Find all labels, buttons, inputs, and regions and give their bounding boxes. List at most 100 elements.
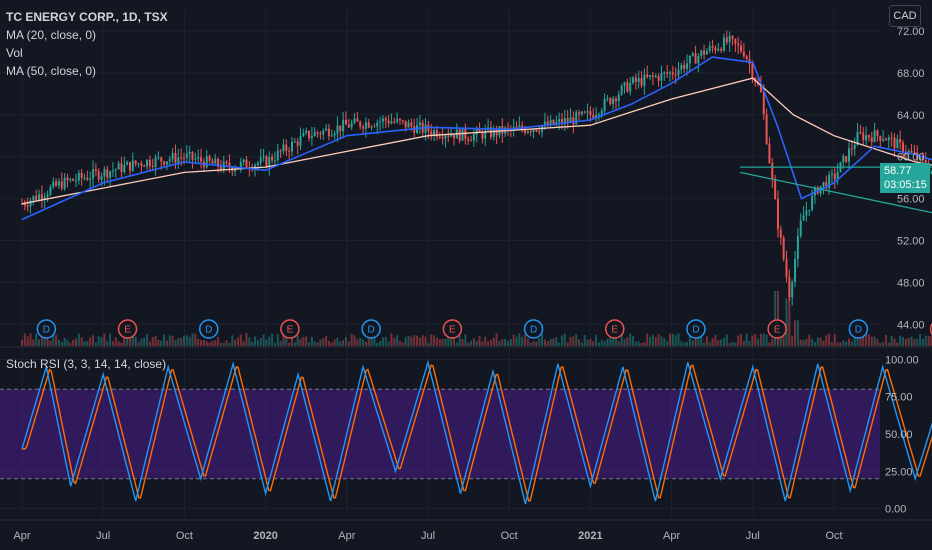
volume-bar <box>924 335 927 346</box>
volume-bar <box>148 341 151 346</box>
volume-bar <box>305 336 308 346</box>
volume-bar <box>262 334 265 346</box>
volume-bar <box>745 333 748 346</box>
candle-body <box>865 135 868 141</box>
volume-bar <box>38 339 41 346</box>
candle-body <box>913 152 916 154</box>
volume-bar <box>114 337 117 346</box>
volume-bar <box>421 335 424 346</box>
volume-bar <box>205 341 208 346</box>
candle-body <box>49 186 52 195</box>
candle-body <box>495 128 498 136</box>
candle-body <box>737 43 740 46</box>
candle-body <box>606 98 609 100</box>
time-tick-label: Jul <box>421 530 435 542</box>
candle-body <box>413 126 416 133</box>
candle-body <box>552 119 555 125</box>
volume-bar <box>438 339 441 346</box>
volume-bar <box>896 342 899 346</box>
candle-body <box>535 129 538 132</box>
candle-body <box>279 150 282 152</box>
candle-body <box>643 74 646 86</box>
volume-bar <box>583 334 586 346</box>
volume-bar <box>333 339 336 346</box>
volume-bar <box>359 337 362 346</box>
volume-bar <box>907 337 910 346</box>
volume-bar <box>447 336 450 346</box>
volume-bar <box>501 339 504 346</box>
volume-bar <box>555 337 558 346</box>
volume-bar <box>63 337 66 346</box>
volume-bar <box>845 341 848 346</box>
x-axis: Apr Jul Oct 2020 Apr Jul Oct 2021 Apr Jul Oct <box>13 530 842 542</box>
volume-bar <box>612 335 615 346</box>
volume-bar <box>126 336 129 346</box>
event-marker-label: E <box>449 325 456 336</box>
volume-bar <box>683 342 686 346</box>
candle-body <box>77 172 80 181</box>
candle-body <box>870 137 873 142</box>
volume-bar <box>77 333 80 346</box>
candle-body <box>614 98 617 102</box>
volume-bar <box>276 333 279 346</box>
candle-body <box>316 132 319 134</box>
candle-body <box>876 130 879 137</box>
candle-body <box>654 76 657 78</box>
candle-body <box>782 237 785 260</box>
indicator-vol[interactable]: Vol <box>6 46 23 60</box>
indicator-ma20[interactable]: MA (20, close, 0) <box>6 28 97 42</box>
volume-bar <box>791 335 794 346</box>
candle-body <box>325 128 328 131</box>
candle-body <box>720 48 723 51</box>
volume-bar <box>26 336 29 346</box>
candle-body <box>640 78 643 86</box>
volume-bar <box>828 333 831 346</box>
candle-body <box>566 118 569 122</box>
candle-body <box>123 164 126 173</box>
candle-body <box>308 130 311 139</box>
event-marker-label: D <box>368 325 375 336</box>
currency-button[interactable]: CAD <box>889 5 921 27</box>
volume-bar <box>350 333 353 346</box>
price-tick-label: 68.00 <box>897 68 925 80</box>
candle-body <box>572 117 575 125</box>
volume-bar <box>319 339 322 346</box>
volume-bar <box>506 340 509 346</box>
volume-bar <box>316 342 319 346</box>
volume-bar <box>160 340 163 346</box>
volume-bar <box>29 333 32 346</box>
candle-body <box>612 98 615 105</box>
volume-bar <box>100 337 103 346</box>
volume-bar <box>60 341 63 346</box>
candle-body <box>154 157 157 167</box>
stoch-rsi-title[interactable]: Stoch RSI (3, 3, 14, 14, close) <box>6 357 167 371</box>
volume-bar <box>731 342 734 346</box>
volume-bar <box>165 340 168 346</box>
chart-title[interactable]: TC ENERGY CORP., 1D, TSX <box>6 10 168 24</box>
volume-bar <box>123 333 126 346</box>
y-axis: 72.00 68.00 64.00 60.00 56.00 52.00 48.00 44.00… <box>885 26 925 516</box>
last-price-label[interactable]: 58.77 03:05:15 <box>880 163 930 193</box>
volume-bar <box>299 338 302 346</box>
volume-bar <box>322 338 325 346</box>
volume-bar <box>722 337 725 346</box>
volume-bar <box>788 298 791 346</box>
volume-bar <box>691 340 694 346</box>
time-tick-label: Oct <box>501 530 518 542</box>
candle-body <box>418 122 421 126</box>
indicator-ma50[interactable]: MA (50, close, 0) <box>6 64 97 78</box>
candle-body <box>296 141 299 146</box>
candle-body <box>140 163 143 166</box>
volume-bar <box>407 335 410 346</box>
volume-bar <box>538 338 541 346</box>
last-price-value: 58.77 <box>884 165 912 177</box>
volume-bar <box>657 333 660 346</box>
event-marker-label: E <box>124 325 131 336</box>
event-marker-label: D <box>855 325 862 336</box>
volume-bar <box>640 342 643 346</box>
volume-bar <box>455 342 458 346</box>
candle-body <box>762 92 765 115</box>
candle-body <box>310 136 313 139</box>
volume-bar <box>32 339 35 346</box>
volume-bar <box>356 339 359 346</box>
